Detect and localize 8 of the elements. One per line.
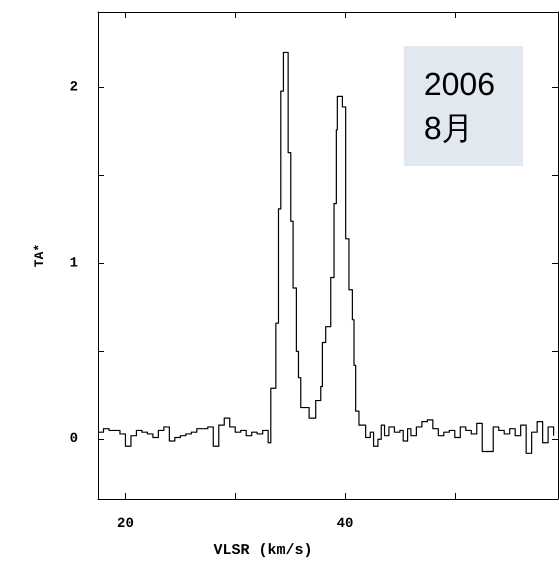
x-tick-label: 40: [336, 516, 354, 532]
y-axis-title: TA*: [32, 244, 47, 268]
x-axis-title: VLSR (km/s): [213, 542, 313, 559]
x-tick-label: 20: [117, 516, 134, 532]
y-tick-label: 2: [70, 80, 78, 96]
y-tick-label: 0: [70, 431, 78, 448]
y-tick-label: 1: [70, 255, 78, 272]
annotation: 2006 8月: [424, 66, 495, 146]
